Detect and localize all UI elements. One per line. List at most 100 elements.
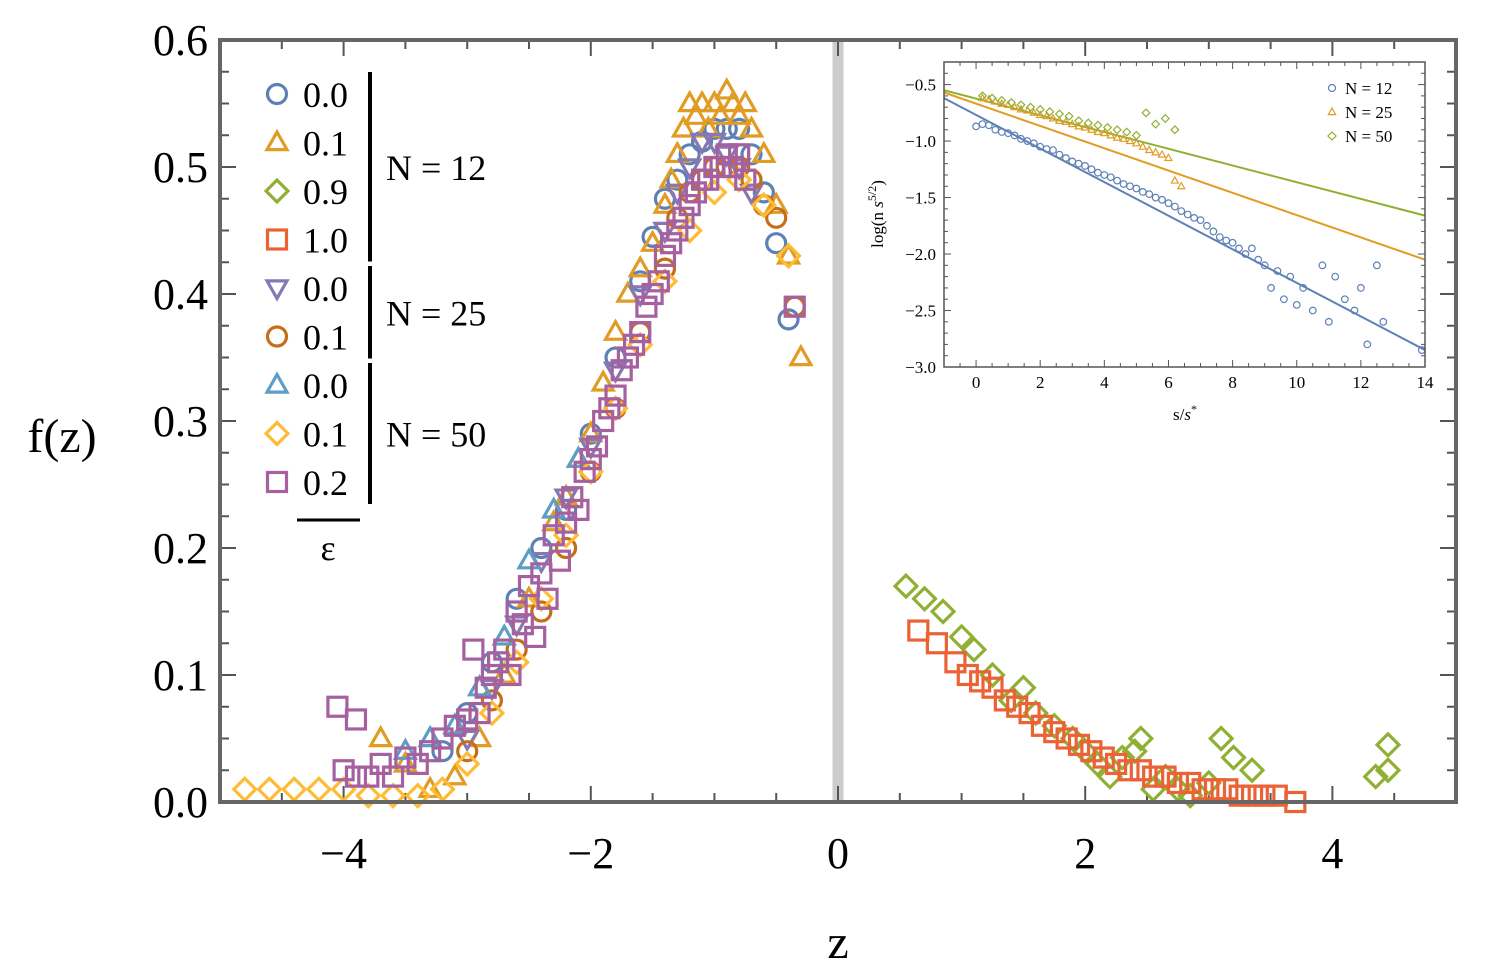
inset-data-point — [1006, 98, 1016, 108]
inset-data-point — [1025, 102, 1036, 112]
data-point — [456, 701, 479, 725]
data-point — [431, 740, 454, 763]
data-point — [524, 625, 547, 649]
data-point — [548, 549, 572, 572]
data-point — [493, 638, 516, 661]
data-point — [505, 638, 528, 661]
inset-data-point — [1045, 107, 1055, 117]
data-point — [676, 89, 703, 113]
data-point — [738, 183, 765, 207]
data-point — [981, 676, 1004, 699]
data-point — [697, 168, 720, 191]
inset-data-point — [987, 93, 997, 103]
inset-legend-label: N = 25 — [1345, 103, 1392, 122]
inset-y-tick-label: −1.0 — [905, 132, 936, 151]
legend-label: 0.1 — [303, 124, 348, 164]
inset-data-point — [1074, 121, 1084, 130]
inset-data-point — [984, 121, 993, 130]
data-point — [666, 168, 689, 191]
data-point — [1203, 778, 1227, 801]
data-point — [752, 181, 775, 204]
data-point — [530, 600, 553, 623]
y-axis-title: f(z) — [27, 410, 96, 463]
data-point — [579, 448, 602, 471]
data-point — [701, 89, 728, 113]
data-point — [530, 562, 553, 585]
legend-marker — [263, 177, 291, 205]
data-point — [419, 740, 442, 763]
data-point — [775, 242, 802, 265]
inset-data-point — [1081, 162, 1089, 170]
inset-y-tick-label: −1.5 — [905, 189, 936, 208]
inset-data-point — [1141, 108, 1151, 118]
legend-group-label: N = 25 — [386, 293, 486, 333]
data-point — [474, 676, 497, 699]
data-point — [707, 102, 734, 125]
series-25-0.1 — [456, 155, 806, 763]
data-point — [442, 762, 468, 786]
legend-marker — [265, 470, 289, 494]
data-point — [734, 168, 757, 191]
data-point — [1166, 771, 1190, 795]
data-point — [728, 117, 751, 140]
data-point — [647, 270, 670, 293]
inset-data-point — [1209, 227, 1218, 236]
data-point — [788, 343, 814, 367]
data-point — [542, 524, 565, 547]
data-point — [678, 143, 701, 166]
inset-data-point — [984, 94, 994, 103]
data-point — [1142, 765, 1165, 788]
inset-data-point — [1049, 146, 1057, 155]
legend-marker — [265, 228, 289, 251]
inset-data-point — [1106, 130, 1116, 139]
inset-data-point — [1131, 138, 1141, 147]
inset-x-tick-label: 10 — [1288, 373, 1305, 392]
data-point — [456, 740, 479, 763]
inset-data-point — [1144, 145, 1154, 154]
data-point — [516, 547, 542, 570]
inset-data-point — [1080, 122, 1090, 131]
data-point — [1104, 752, 1128, 776]
data-point — [678, 194, 701, 217]
data-point — [554, 498, 578, 521]
legend-label: 0.1 — [303, 318, 348, 358]
data-point — [454, 729, 480, 753]
data-point — [689, 132, 715, 156]
data-point — [610, 359, 633, 382]
inset-data-point — [1299, 284, 1308, 292]
data-point — [929, 598, 957, 625]
data-point — [652, 191, 678, 214]
inset-data-point — [1106, 173, 1115, 182]
inset-data-point — [997, 95, 1007, 106]
inset-data-point — [1267, 284, 1275, 292]
series-50-0.2 — [326, 143, 806, 788]
inset-data-point — [1254, 255, 1263, 264]
data-point — [567, 498, 590, 521]
data-point — [783, 295, 806, 318]
data-point — [554, 511, 578, 534]
inset-data-point — [1170, 202, 1179, 211]
inset-data-point — [1054, 115, 1064, 124]
inset-data-point — [1131, 130, 1142, 141]
data-point — [1055, 727, 1078, 750]
data-point — [505, 600, 528, 623]
data-point — [1080, 740, 1103, 763]
data-point — [256, 776, 283, 803]
data-point — [540, 508, 567, 532]
x-tick-label: 4 — [1321, 829, 1343, 878]
data-point — [670, 115, 697, 138]
inset-data-point — [1372, 261, 1381, 270]
inset-data-point — [1273, 267, 1282, 275]
data-point — [765, 206, 788, 229]
data-point — [639, 229, 666, 252]
inset-data-point — [977, 91, 988, 101]
inset-data-point — [1318, 261, 1327, 270]
inset-data-point — [1308, 306, 1317, 315]
x-axis-title: z — [827, 916, 848, 969]
data-point — [709, 155, 732, 179]
inset-data-point — [1183, 210, 1192, 219]
inset-data-point — [1112, 125, 1122, 135]
legend-label: 0.2 — [303, 463, 348, 503]
inset-data-point — [1102, 122, 1113, 133]
data-point — [530, 536, 553, 560]
